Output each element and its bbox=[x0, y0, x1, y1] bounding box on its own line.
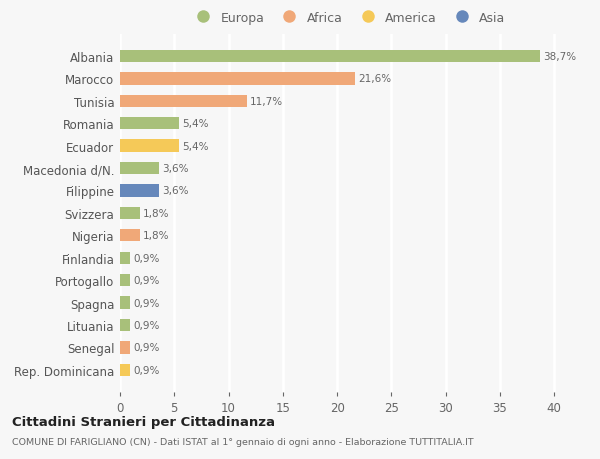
Bar bbox=[120, 230, 140, 242]
Text: 3,6%: 3,6% bbox=[163, 186, 189, 196]
Bar bbox=[120, 274, 130, 287]
Text: 0,9%: 0,9% bbox=[133, 320, 160, 330]
Text: 38,7%: 38,7% bbox=[544, 52, 577, 62]
Text: 0,9%: 0,9% bbox=[133, 275, 160, 285]
Bar bbox=[120, 140, 179, 152]
Legend: Europa, Africa, America, Asia: Europa, Africa, America, Asia bbox=[185, 6, 511, 29]
Bar bbox=[120, 341, 130, 354]
Bar bbox=[120, 118, 179, 130]
Text: 5,4%: 5,4% bbox=[182, 119, 208, 129]
Text: 5,4%: 5,4% bbox=[182, 141, 208, 151]
Bar bbox=[120, 252, 130, 264]
Bar bbox=[120, 162, 159, 175]
Text: 1,8%: 1,8% bbox=[143, 208, 169, 218]
Text: Cittadini Stranieri per Cittadinanza: Cittadini Stranieri per Cittadinanza bbox=[12, 415, 275, 428]
Text: 0,9%: 0,9% bbox=[133, 343, 160, 353]
Bar bbox=[120, 297, 130, 309]
Text: 0,9%: 0,9% bbox=[133, 253, 160, 263]
Bar bbox=[120, 207, 140, 219]
Text: 0,9%: 0,9% bbox=[133, 365, 160, 375]
Text: COMUNE DI FARIGLIANO (CN) - Dati ISTAT al 1° gennaio di ogni anno - Elaborazione: COMUNE DI FARIGLIANO (CN) - Dati ISTAT a… bbox=[12, 437, 473, 446]
Text: 21,6%: 21,6% bbox=[358, 74, 391, 84]
Bar bbox=[120, 185, 159, 197]
Text: 3,6%: 3,6% bbox=[163, 164, 189, 174]
Bar bbox=[120, 319, 130, 331]
Text: 1,8%: 1,8% bbox=[143, 231, 169, 241]
Text: 0,9%: 0,9% bbox=[133, 298, 160, 308]
Bar bbox=[120, 73, 355, 85]
Bar bbox=[120, 50, 540, 63]
Text: 11,7%: 11,7% bbox=[250, 96, 283, 106]
Bar bbox=[120, 95, 247, 108]
Bar bbox=[120, 364, 130, 376]
